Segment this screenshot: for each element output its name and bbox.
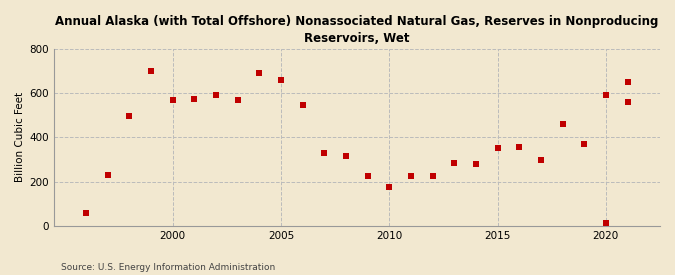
Point <box>427 174 438 178</box>
Text: Source: U.S. Energy Information Administration: Source: U.S. Energy Information Administ… <box>61 263 275 272</box>
Point <box>449 161 460 165</box>
Point <box>514 145 524 150</box>
Point <box>254 71 265 75</box>
Point <box>319 151 330 155</box>
Point <box>81 210 92 215</box>
Point <box>406 174 416 178</box>
Y-axis label: Billion Cubic Feet: Billion Cubic Feet <box>15 92 25 183</box>
Point <box>384 185 395 189</box>
Point <box>124 114 135 119</box>
Point <box>470 162 481 166</box>
Point <box>275 78 286 82</box>
Point <box>341 154 352 158</box>
Point <box>601 220 612 225</box>
Point <box>622 100 633 104</box>
Point <box>362 174 373 178</box>
Point <box>232 98 243 103</box>
Point <box>622 80 633 84</box>
Point <box>146 69 157 73</box>
Point <box>189 97 200 101</box>
Point <box>297 103 308 108</box>
Point <box>103 173 113 178</box>
Point <box>557 122 568 126</box>
Title: Annual Alaska (with Total Offshore) Nonassociated Natural Gas, Reserves in Nonpr: Annual Alaska (with Total Offshore) Nona… <box>55 15 659 45</box>
Point <box>578 142 589 146</box>
Point <box>535 157 546 162</box>
Point <box>211 93 221 98</box>
Point <box>167 98 178 103</box>
Point <box>492 146 503 151</box>
Point <box>601 93 612 98</box>
